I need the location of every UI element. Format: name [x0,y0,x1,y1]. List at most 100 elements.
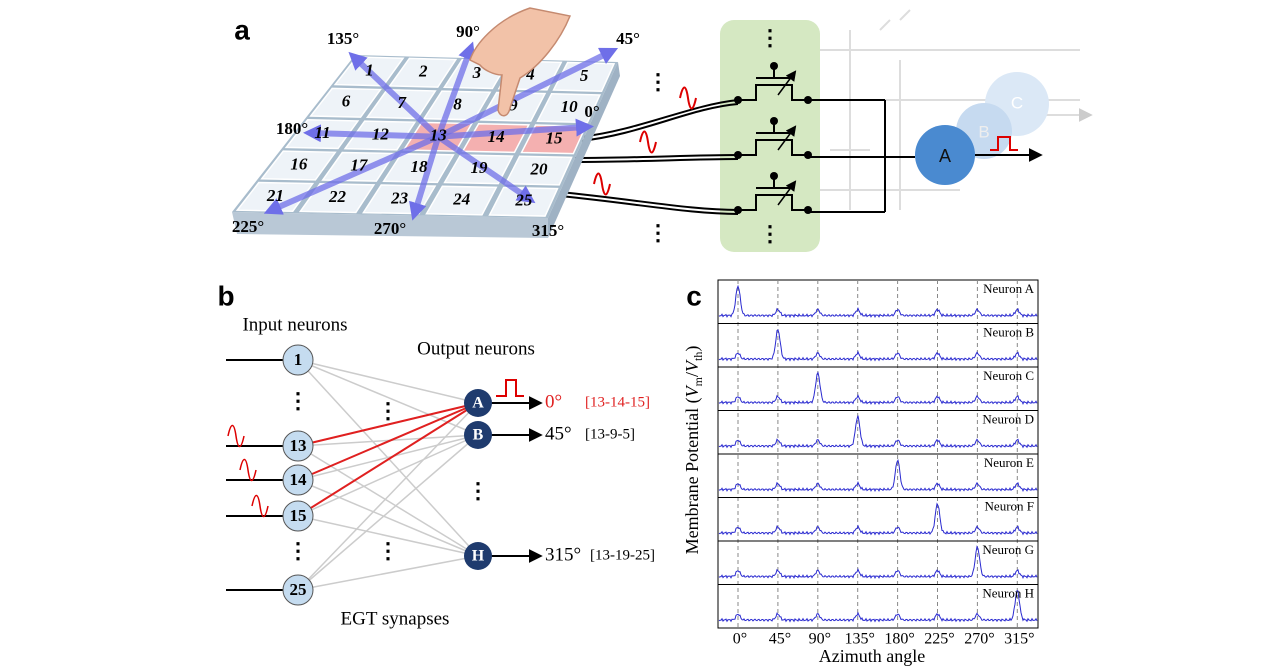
neuron-label: Neuron E [984,455,1034,470]
neuron-label: B [978,122,989,141]
synapse [297,434,479,591]
key [309,87,382,118]
input-pulses [593,86,697,196]
trace [718,459,1038,493]
synapse [297,479,479,557]
x-tick-label: 0° [733,631,747,648]
trace [718,502,1038,536]
transistors [734,62,812,214]
pulse [227,424,245,448]
y-axis-label-part: V [682,359,702,372]
circuit-wires [559,99,915,215]
neuron-label: Neuron A [983,281,1035,296]
output-neuron [464,542,492,570]
input-label: 1 [294,350,303,369]
finger [469,7,572,117]
x-tick-label: 135° [844,631,874,648]
y-axis-label-part: Membrane Potential ( [682,397,703,554]
output-path: [13-14-15] [585,394,650,410]
x-tick-label: 180° [884,631,914,648]
neuron-label: A [939,146,951,166]
direction-arrow [436,134,536,204]
ellipsis: ⋮ ⋮ ⋮ ⋮ [647,25,781,246]
key-label: 17 [350,156,369,175]
key-label: 25 [514,191,533,210]
synapse [297,434,479,517]
y-axis-label-part: / [682,372,702,377]
angle-label: 135° [327,29,359,48]
input-label: 25 [290,580,307,599]
node [734,151,742,159]
input-neuron [282,574,314,606]
neuron-label: Neuron C [983,368,1034,383]
direction-arrow [303,124,439,143]
key-label: 6 [342,92,351,111]
angle-label: 315° [532,221,564,240]
key-label: 12 [372,124,390,143]
neuron-a [915,125,975,185]
node [734,96,742,104]
gate-arrow [777,70,797,96]
trace [718,545,1038,580]
key-label: 16 [290,154,308,173]
ellipsis: ⋮ [287,538,309,563]
key-label: 11 [314,123,330,142]
trace-chart: Neuron A Neuron B Neuron C Neuron D Neuron E… [682,279,1039,666]
pulse [251,494,269,518]
key [388,57,458,88]
key-label: 1 [365,60,374,79]
direction-arrow [263,134,440,215]
x-tick-label: 90° [809,631,831,648]
synapse [297,434,479,481]
synapse-array [720,20,820,252]
synapse-active [297,402,479,517]
key-label: 3 [472,63,482,82]
output-neuron [464,389,492,417]
y-axis-label-part: V [682,384,702,397]
spike [496,379,524,397]
synapse [297,359,479,404]
y-axis-label-part: m [691,376,705,386]
input-label: 15 [290,506,307,525]
panel-label: b [217,280,234,311]
neuron-label: Neuron F [985,498,1034,513]
board-side [232,212,548,238]
angle-label: 270° [374,219,406,238]
angle-label: 0° [584,102,599,121]
node [770,117,778,125]
y-axis-label: Membrane Potential (Vm/Vth) [682,346,705,555]
spike [990,136,1018,151]
output-label: H [472,548,485,565]
key-label: 10 [561,97,579,116]
key-label: 18 [410,157,428,176]
key-label: 8 [453,94,462,113]
key-label: 20 [529,159,548,178]
output-path: [13-9-5] [585,426,635,442]
input-neuron [282,464,314,496]
key-label: 23 [390,188,409,207]
output-angle: 45° [545,423,572,444]
output-angle: 0° [545,391,562,412]
trace [718,329,1038,362]
key-label: 13 [430,126,448,145]
direction-arrow [409,135,442,221]
key [321,151,396,182]
key-label: 14 [488,127,505,146]
svg-text:⋮: ⋮ [759,221,781,246]
node [770,62,778,70]
node [770,172,778,180]
neuron-label: C [1011,93,1023,112]
output-title: Output neurons [417,338,535,359]
neuron-label: Neuron D [982,411,1034,426]
svg-text:⋮: ⋮ [647,220,669,245]
output-label: B [473,427,484,444]
angle-label: 225° [232,217,264,236]
x-tick-label: 225° [924,631,954,648]
board-side [548,62,620,238]
node [804,151,812,159]
trace [718,590,1038,623]
angle-label: 90° [456,22,480,41]
key-label: 15 [546,128,564,147]
network-diagram: 1 13 14 15 25 A 0° [13-14-15] B 45° [13-9-5] H 315° [… [226,344,655,606]
